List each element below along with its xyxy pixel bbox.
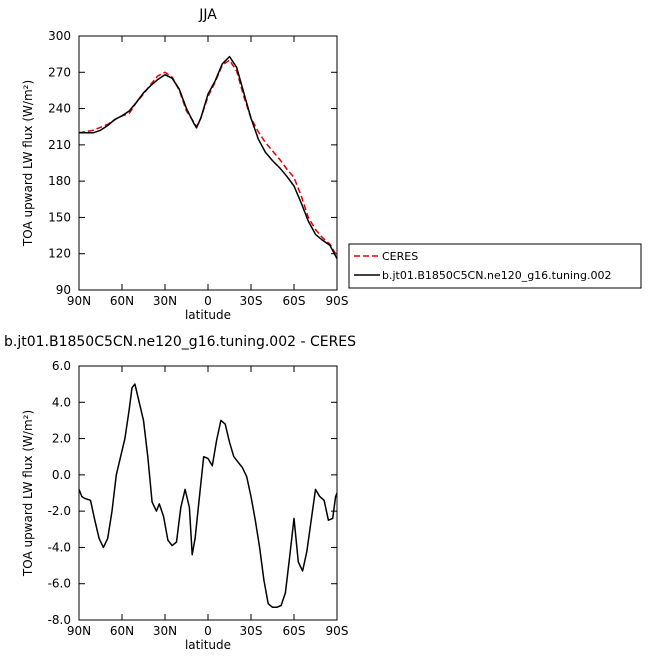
series-line-1 [79, 55, 338, 259]
series-lines [78, 55, 338, 259]
top-panel: JJA 90 120 150 180 210 240 270 300 90N 60N 30N 0 30… [21, 7, 348, 322]
x-tick-label: 90S [326, 294, 349, 308]
y-ticks: 90 120 150 180 210 240 270 300 [48, 29, 337, 297]
legend: CERES b.jt01.B1850C5CN.ne120_g16.tuning.… [348, 243, 642, 289]
x-tick-label: 60N [110, 624, 134, 638]
y-tick-label: 270 [48, 65, 71, 79]
x-axis-label: latitude [185, 308, 231, 322]
y-tick-label: -6.0 [48, 577, 71, 591]
x-axis-label: latitude [185, 638, 231, 652]
legend-ceres-label: CERES [382, 250, 418, 263]
y-tick-label: 0.0 [52, 468, 71, 482]
y-tick-label: 2.0 [52, 432, 71, 446]
x-tick-label: 30S [240, 294, 263, 308]
x-tick-label: 60S [283, 624, 306, 638]
y-axis-label: TOA upward LW flux (W/m²) [21, 410, 35, 577]
y-tick-label: 180 [48, 174, 71, 188]
y-tick-label: -2.0 [48, 504, 71, 518]
y-tick-label: -4.0 [48, 540, 71, 554]
chart-title: JJA [198, 7, 217, 23]
y-tick-label: 210 [48, 138, 71, 152]
bottom-panel: b.jt01.B1850C5CN.ne120_g16.tuning.002 - … [4, 334, 356, 652]
x-tick-label: 30N [153, 624, 177, 638]
y-tick-label: 150 [48, 210, 71, 224]
y-tick-label: 6.0 [52, 359, 71, 373]
series-line-0 [78, 383, 338, 609]
x-tick-label: 30S [240, 624, 263, 638]
x-tick-label: 60S [283, 294, 306, 308]
plot-frame [78, 35, 338, 291]
y-ticks: 6.0 4.0 2.0 0.0 -2.0 -4.0 -6.0 -8.0 [48, 359, 337, 627]
x-tick-label: 0 [204, 624, 212, 638]
x-tick-label: 90N [67, 624, 91, 638]
y-axis-label: TOA upward LW flux (W/m²) [21, 80, 35, 247]
chart-title: b.jt01.B1850C5CN.ne120_g16.tuning.002 - … [4, 334, 356, 350]
legend-model-label: b.jt01.B1850C5CN.ne120_g16.tuning.002 [382, 269, 611, 282]
y-tick-label: 120 [48, 247, 71, 261]
x-tick-label: 90N [67, 294, 91, 308]
series-lines [78, 383, 338, 609]
x-tick-label: 60N [110, 294, 134, 308]
y-tick-label: 300 [48, 29, 71, 43]
y-tick-label: 240 [48, 102, 71, 116]
y-tick-label: 90 [56, 283, 71, 297]
x-ticks: 90N 60N 30N 0 30S 60S 90S [67, 36, 349, 308]
x-tick-label: 30N [153, 294, 177, 308]
x-tick-label: 90S [326, 624, 349, 638]
legend-box [348, 243, 642, 289]
y-tick-label: 4.0 [52, 395, 71, 409]
plot-frame [78, 365, 338, 621]
x-ticks: 90N 60N 30N 0 30S 60S 90S [67, 366, 349, 638]
y-tick-label: -8.0 [48, 613, 71, 627]
series-line-0 [78, 59, 338, 257]
x-tick-label: 0 [204, 294, 212, 308]
